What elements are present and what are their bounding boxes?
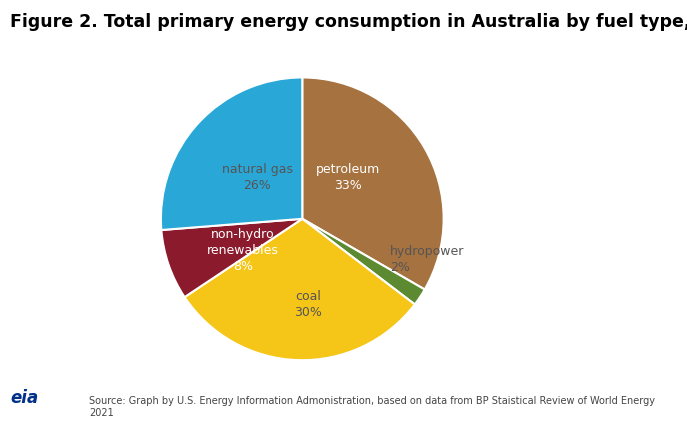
Text: Source: Graph by U.S. Energy Information Admonistration, based on data from BP S: Source: Graph by U.S. Energy Information… bbox=[89, 396, 655, 417]
Text: natural gas
26%: natural gas 26% bbox=[221, 163, 293, 191]
Wedge shape bbox=[161, 219, 302, 298]
Wedge shape bbox=[161, 78, 302, 230]
Wedge shape bbox=[185, 219, 415, 360]
Text: Figure 2. Total primary energy consumption in Australia by fuel type, 2020: Figure 2. Total primary energy consumpti… bbox=[10, 13, 687, 31]
Text: hydropower
2%: hydropower 2% bbox=[390, 244, 464, 273]
Text: coal
30%: coal 30% bbox=[294, 289, 322, 318]
Wedge shape bbox=[302, 78, 444, 290]
Wedge shape bbox=[302, 219, 425, 305]
Text: petroleum
33%: petroleum 33% bbox=[315, 163, 380, 191]
Text: non-hydro
renewables
8%: non-hydro renewables 8% bbox=[207, 228, 279, 273]
Text: eia: eia bbox=[10, 388, 38, 406]
